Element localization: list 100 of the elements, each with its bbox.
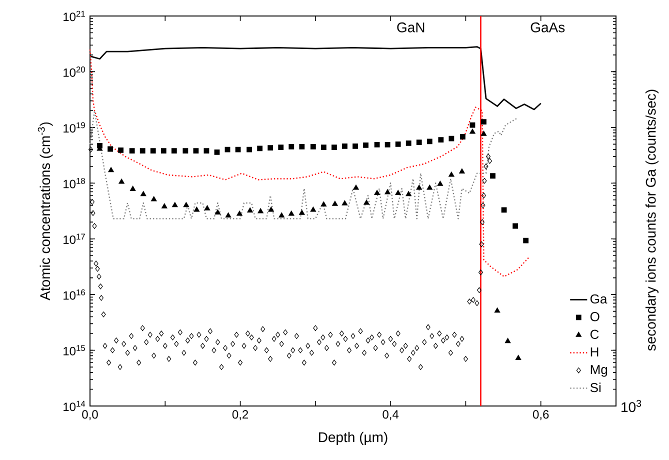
point — [224, 146, 230, 152]
point — [160, 148, 166, 154]
point — [310, 206, 316, 212]
point — [523, 238, 529, 244]
x-tick-label: 0,0 — [82, 410, 98, 420]
y-tick-label: 10$^{19}$ — [64, 122, 85, 133]
point — [193, 148, 199, 154]
point — [406, 140, 412, 146]
point — [363, 142, 368, 148]
legend-label: Mg — [590, 365, 608, 377]
point — [310, 144, 316, 150]
point — [226, 212, 232, 218]
point — [236, 210, 242, 216]
point — [342, 200, 348, 206]
point — [416, 184, 422, 190]
point — [235, 146, 241, 152]
point — [162, 203, 168, 208]
y-tick-label: 10$^{14}$ — [64, 400, 86, 412]
point — [118, 178, 124, 184]
point — [268, 206, 274, 212]
point — [130, 186, 136, 191]
point — [247, 208, 253, 213]
point — [460, 134, 466, 140]
annotation: GaAs — [530, 22, 565, 32]
point — [171, 148, 177, 154]
point — [172, 202, 178, 208]
point — [342, 144, 348, 149]
line-series — [89, 110, 518, 220]
point — [204, 205, 210, 210]
point — [426, 184, 432, 190]
point — [438, 137, 444, 142]
y-axis-title: Atomic concentrations (cm$^{-3}$) — [38, 122, 53, 300]
point — [448, 172, 454, 177]
point — [505, 338, 511, 344]
point — [194, 206, 200, 212]
y2-axis-title: secondary ions counts for Ga (counts/sec) — [645, 90, 659, 351]
point — [140, 148, 146, 154]
point — [140, 191, 146, 196]
point — [299, 210, 305, 215]
point — [129, 148, 135, 154]
y-tick-label: 10$^{21}$ — [64, 10, 85, 22]
y-tick-label: 10$^{20}$ — [64, 66, 86, 77]
point — [278, 144, 284, 150]
point — [481, 119, 486, 125]
point — [406, 191, 412, 196]
point — [278, 212, 284, 218]
point — [183, 202, 189, 208]
point — [374, 142, 380, 148]
point — [374, 190, 380, 195]
text: 10$^{3}$ — [622, 400, 642, 412]
point — [257, 146, 263, 152]
point — [353, 184, 359, 190]
y-tick-label: 10$^{15}$ — [64, 345, 85, 356]
y-tick-label: 10$^{16}$ — [64, 289, 85, 300]
x-tick-label: 0,2 — [232, 410, 248, 420]
point — [352, 144, 358, 149]
legend-label: H — [590, 347, 598, 356]
point — [490, 173, 496, 179]
point — [214, 149, 220, 155]
y-tick-label: 10$^{17}$ — [64, 234, 85, 244]
point — [258, 208, 264, 214]
point — [246, 146, 252, 152]
x-axis-title: Depth (µm) — [319, 432, 388, 445]
point — [288, 144, 294, 150]
point — [364, 200, 370, 205]
y-tick-label: 10$^{18}$ — [64, 178, 85, 188]
point — [214, 210, 220, 214]
point — [108, 167, 114, 172]
point — [182, 148, 188, 154]
point — [384, 142, 390, 148]
point — [332, 201, 338, 206]
x-tick-label: 0,6 — [532, 410, 549, 420]
point — [437, 181, 443, 186]
point — [108, 146, 113, 152]
point — [299, 144, 305, 150]
point — [204, 148, 210, 154]
point — [151, 196, 157, 202]
point — [395, 190, 401, 195]
legend-label: O — [590, 312, 600, 322]
point — [384, 189, 390, 194]
legend-label: C — [590, 330, 599, 339]
legend-label: Ga — [590, 294, 608, 304]
point — [494, 308, 500, 313]
point — [459, 168, 465, 174]
point — [320, 144, 326, 150]
point — [426, 138, 432, 144]
point — [516, 355, 522, 360]
point — [470, 122, 476, 128]
point — [470, 128, 476, 134]
point — [288, 210, 294, 216]
point — [481, 130, 487, 136]
x-tick-label: 0,4 — [382, 410, 399, 420]
legend-label: Si — [590, 382, 601, 392]
point — [150, 148, 156, 154]
point — [416, 140, 422, 146]
point — [332, 144, 337, 150]
annotation: GaN — [397, 22, 424, 32]
point — [448, 136, 454, 142]
point — [395, 141, 401, 147]
point — [320, 202, 326, 207]
